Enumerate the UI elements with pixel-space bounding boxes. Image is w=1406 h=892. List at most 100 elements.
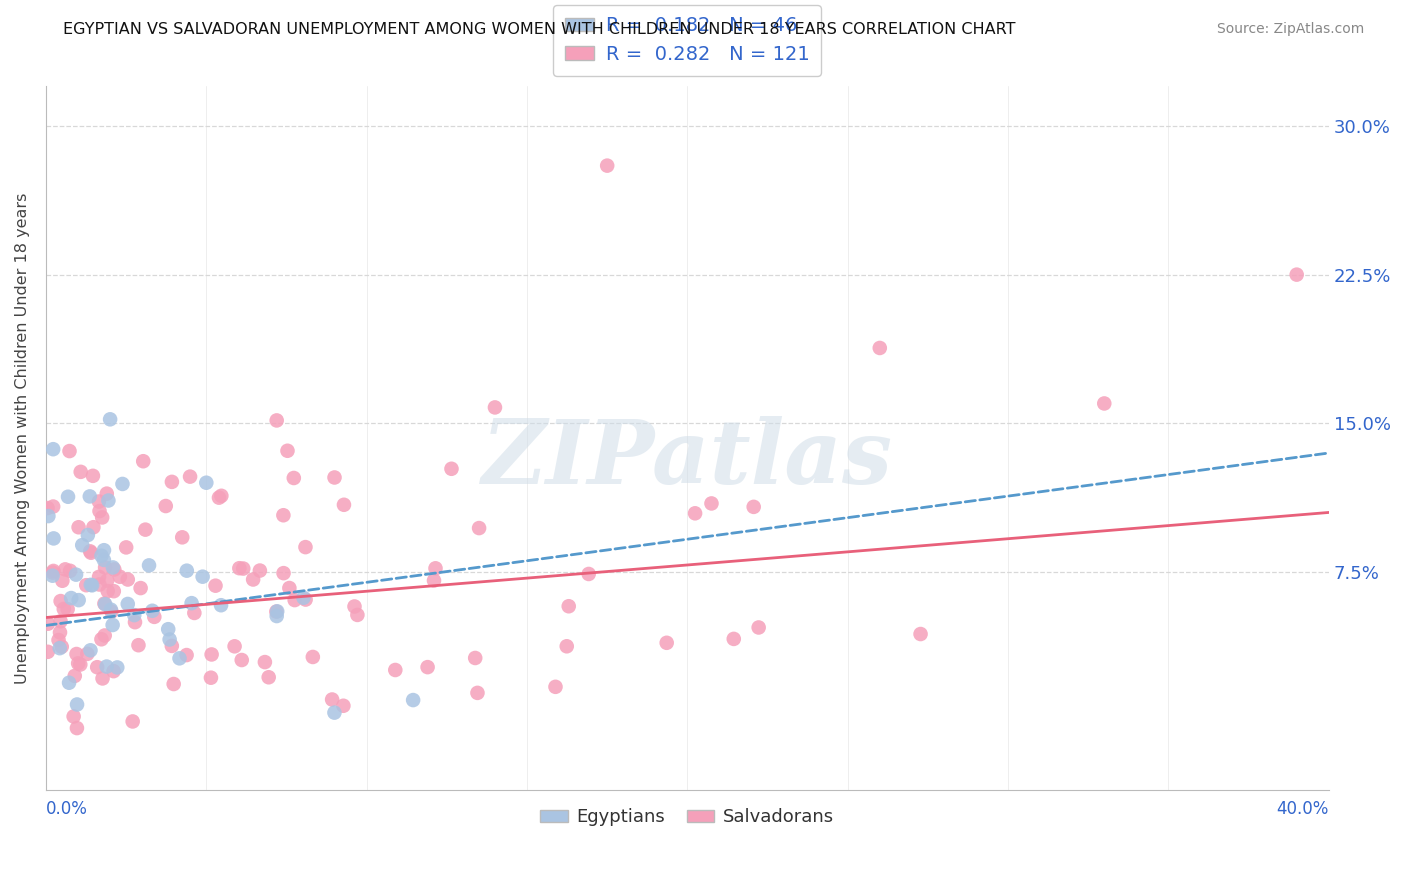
Point [292, 591, 315, 605]
Point [96, 486, 118, 500]
Point [49, 594, 72, 608]
Point [82, 578, 104, 592]
Point [37, 509, 59, 524]
Point [41, 568, 63, 582]
Point [209, 489, 232, 503]
Point [100, 602, 122, 616]
Point [284, 593, 307, 607]
Point [172, 530, 194, 544]
Point [51, 640, 73, 654]
Point [111, 477, 134, 491]
Point [242, 573, 264, 587]
Point [82, 520, 104, 534]
Point [96, 659, 118, 673]
Point [42, 442, 65, 457]
Point [89, 577, 111, 591]
Point [748, 620, 770, 634]
Point [346, 607, 368, 622]
Point [333, 498, 356, 512]
Text: ZIPatlas: ZIPatlas [482, 416, 893, 502]
Point [468, 521, 491, 535]
Point [70, 538, 93, 552]
Point [49, 614, 72, 628]
Point [869, 341, 891, 355]
Point [134, 523, 156, 537]
Point [301, 650, 323, 665]
Point [82, 468, 104, 483]
Point [204, 579, 226, 593]
Point [132, 454, 155, 468]
Point [179, 469, 201, 483]
Point [60, 591, 83, 605]
Point [228, 561, 250, 575]
Point [555, 640, 578, 654]
Point [416, 660, 439, 674]
Point [80, 546, 103, 560]
Point [101, 618, 124, 632]
Point [66, 721, 89, 735]
Point [169, 651, 191, 665]
Point [91, 510, 114, 524]
Point [558, 599, 581, 614]
Point [96, 574, 118, 588]
Point [143, 610, 166, 624]
Point [75, 578, 97, 592]
Point [93, 597, 115, 611]
Point [79, 489, 101, 503]
Point [464, 651, 486, 665]
Point [209, 598, 232, 612]
Point [63, 669, 86, 683]
Point [423, 574, 446, 588]
Point [127, 638, 149, 652]
Point [195, 475, 218, 490]
Point [56, 602, 79, 616]
Point [283, 471, 305, 485]
Text: 40.0%: 40.0% [1277, 800, 1329, 818]
Point [323, 706, 346, 720]
Point [124, 615, 146, 630]
Point [176, 648, 198, 662]
Text: 0.0%: 0.0% [46, 800, 87, 818]
Point [94, 597, 117, 611]
Point [48, 641, 70, 656]
Point [253, 655, 276, 669]
Point [69, 657, 91, 672]
Point [191, 570, 214, 584]
Point [176, 564, 198, 578]
Point [37, 645, 59, 659]
Point [122, 608, 145, 623]
Point [121, 714, 143, 729]
Point [67, 657, 90, 671]
Point [86, 660, 108, 674]
Point [273, 508, 295, 523]
Point [655, 636, 678, 650]
Point [69, 465, 91, 479]
Point [94, 560, 117, 574]
Point [141, 604, 163, 618]
Point [52, 602, 75, 616]
Point [42, 566, 65, 580]
Point [683, 506, 706, 520]
Point [56, 490, 79, 504]
Point [484, 401, 506, 415]
Point [117, 573, 139, 587]
Point [117, 597, 139, 611]
Point [62, 709, 84, 723]
Point [596, 159, 619, 173]
Point [90, 632, 112, 647]
Point [276, 443, 298, 458]
Point [544, 680, 567, 694]
Point [100, 605, 122, 619]
Point [160, 475, 183, 489]
Point [98, 412, 121, 426]
Point [115, 541, 138, 555]
Text: EGYPTIAN VS SALVADORAN UNEMPLOYMENT AMONG WOMEN WITH CHILDREN UNDER 18 YEARS COR: EGYPTIAN VS SALVADORAN UNEMPLOYMENT AMON… [63, 22, 1015, 37]
Y-axis label: Unemployment Among Women with Children Under 18 years: Unemployment Among Women with Children U… [15, 193, 30, 684]
Point [103, 664, 125, 678]
Point [467, 686, 489, 700]
Point [91, 672, 114, 686]
Point [42, 500, 65, 514]
Point [180, 596, 202, 610]
Point [1285, 268, 1308, 282]
Point [129, 581, 152, 595]
